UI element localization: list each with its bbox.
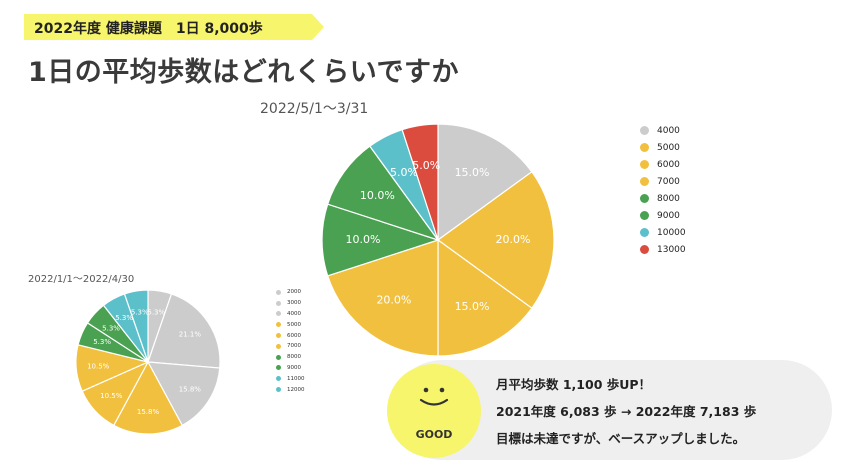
legend-label: 4000	[287, 310, 301, 317]
slice-label: 5.3%	[147, 309, 165, 317]
legend-swatch	[276, 333, 281, 339]
slice-label: 20.0%	[496, 233, 531, 246]
legend-swatch	[640, 177, 649, 186]
legend-label: 6000	[657, 159, 680, 170]
banner-text: 2022年度 健康課題 1日 8,000歩	[34, 21, 263, 37]
legend-swatch	[640, 228, 649, 237]
small-pie-chart: 5.3%21.1%15.8%15.8%10.5%10.5%5.3%5.3%5.3…	[75, 289, 221, 435]
big-pie-chart: 15.0% 20.0% 15.0% 20.0% 10.0% 10.0% 5.0%5.0%	[321, 123, 555, 357]
legend-swatch	[640, 126, 649, 135]
legend-item: 3000	[276, 298, 305, 309]
slice-label: 20.0%	[376, 294, 411, 307]
slice-label: 15.8%	[137, 408, 160, 416]
legend-item: 8000	[640, 190, 686, 207]
legend-label: 7000	[287, 343, 301, 350]
note-line-3: 目標は未達ですが、ベースアップしました。	[496, 431, 746, 446]
legend-item: 9000	[276, 363, 305, 374]
legend-item: 8000	[276, 352, 305, 363]
slice-label: 15.0%	[455, 300, 490, 313]
pie-slice	[437, 238, 533, 357]
note-line-1: 月平均歩数 1,100 歩UP！	[496, 377, 652, 392]
legend-swatch	[276, 300, 281, 306]
small-chart-title: 2022/1/1〜2022/4/30	[28, 274, 135, 285]
pie-slice	[326, 239, 439, 357]
small-chart-legend: 2000 3000 4000 5000 6000 7000 8000 9000 11000 120…	[276, 287, 305, 395]
pie-slice	[437, 123, 533, 242]
legend-item: 7000	[640, 173, 686, 190]
legend-swatch	[276, 365, 281, 371]
pie-slice	[326, 145, 440, 242]
pie-slice	[401, 123, 439, 241]
pie-slice	[436, 170, 555, 310]
legend-swatch	[640, 245, 649, 254]
legend-item: 4000	[640, 122, 686, 139]
big-chart-legend: 4000 5000 6000 7000 8000 9000 10000 13000	[640, 122, 686, 258]
slice-label: 21.1%	[179, 331, 202, 339]
slice-label: 5.0%	[390, 166, 418, 179]
legend-label: 8000	[657, 193, 680, 204]
legend-item: 10000	[640, 224, 686, 241]
legend-label: 2000	[287, 289, 301, 296]
legend-item: 7000	[276, 341, 305, 352]
legend-label: 7000	[657, 176, 680, 187]
legend-label: 3000	[287, 300, 301, 307]
legend-item: 6000	[276, 330, 305, 341]
big-chart-title: 2022/5/1〜3/31	[260, 101, 369, 117]
pie-slice	[146, 361, 221, 427]
note-line-2: 2021年度 6,083 歩 → 2022年度 7,183 歩	[496, 404, 757, 419]
legend-swatch	[640, 211, 649, 220]
legend-item: 13000	[640, 241, 686, 258]
pie-slice	[112, 360, 184, 435]
slice-label: 10.0%	[360, 189, 395, 202]
header-banner: 2022年度 健康課題 1日 8,000歩	[24, 14, 324, 40]
slice-label: 5.3%	[131, 309, 149, 317]
slice-label: 5.3%	[93, 338, 111, 346]
page-title: 1日の平均歩数はどれくらいですか	[28, 57, 459, 88]
banner-shape	[24, 14, 324, 40]
legend-item: 2000	[276, 287, 305, 298]
legend-swatch	[640, 143, 649, 152]
legend-label: 9000	[287, 364, 301, 371]
legend-label: 10000	[657, 227, 686, 238]
slice-label: 15.0%	[455, 166, 490, 179]
face-label: GOOD	[415, 428, 453, 441]
slice-label: 15.8%	[179, 385, 202, 393]
legend-swatch	[276, 354, 281, 360]
legend-item: 4000	[276, 309, 305, 320]
legend-label: 5000	[287, 321, 301, 328]
smiley-badge: GOOD	[387, 364, 481, 458]
legend-swatch	[276, 322, 281, 328]
legend-label: 13000	[657, 244, 686, 255]
legend-swatch	[276, 289, 281, 295]
legend-item: 5000	[640, 139, 686, 156]
legend-swatch	[276, 343, 281, 349]
legend-item: 5000	[276, 319, 305, 330]
smiley-face-icon	[419, 387, 449, 406]
legend-label: 11000	[287, 375, 305, 382]
legend-item: 9000	[640, 207, 686, 224]
slice-label: 5.3%	[115, 314, 133, 322]
slice-label: 10.0%	[346, 233, 381, 246]
legend-item: 12000	[276, 384, 305, 395]
legend-swatch	[276, 311, 281, 317]
slice-label: 5.0%	[412, 159, 440, 172]
legend-item: 6000	[640, 156, 686, 173]
pie-slice	[321, 203, 440, 277]
legend-swatch	[640, 160, 649, 169]
legend-item: 11000	[276, 373, 305, 384]
pie-slice	[123, 289, 149, 363]
legend-label: 8000	[287, 354, 301, 361]
legend-label: 5000	[657, 142, 680, 153]
slice-label: 10.5%	[100, 392, 123, 400]
legend-label: 12000	[287, 386, 305, 393]
legend-swatch	[276, 376, 281, 382]
legend-label: 4000	[657, 125, 680, 136]
slice-label: 10.5%	[87, 362, 110, 370]
pie-slice	[147, 293, 221, 369]
legend-swatch	[640, 194, 649, 203]
slice-label: 5.3%	[102, 324, 120, 332]
legend-label: 9000	[657, 210, 680, 221]
legend-swatch	[276, 387, 281, 393]
legend-label: 6000	[287, 332, 301, 339]
